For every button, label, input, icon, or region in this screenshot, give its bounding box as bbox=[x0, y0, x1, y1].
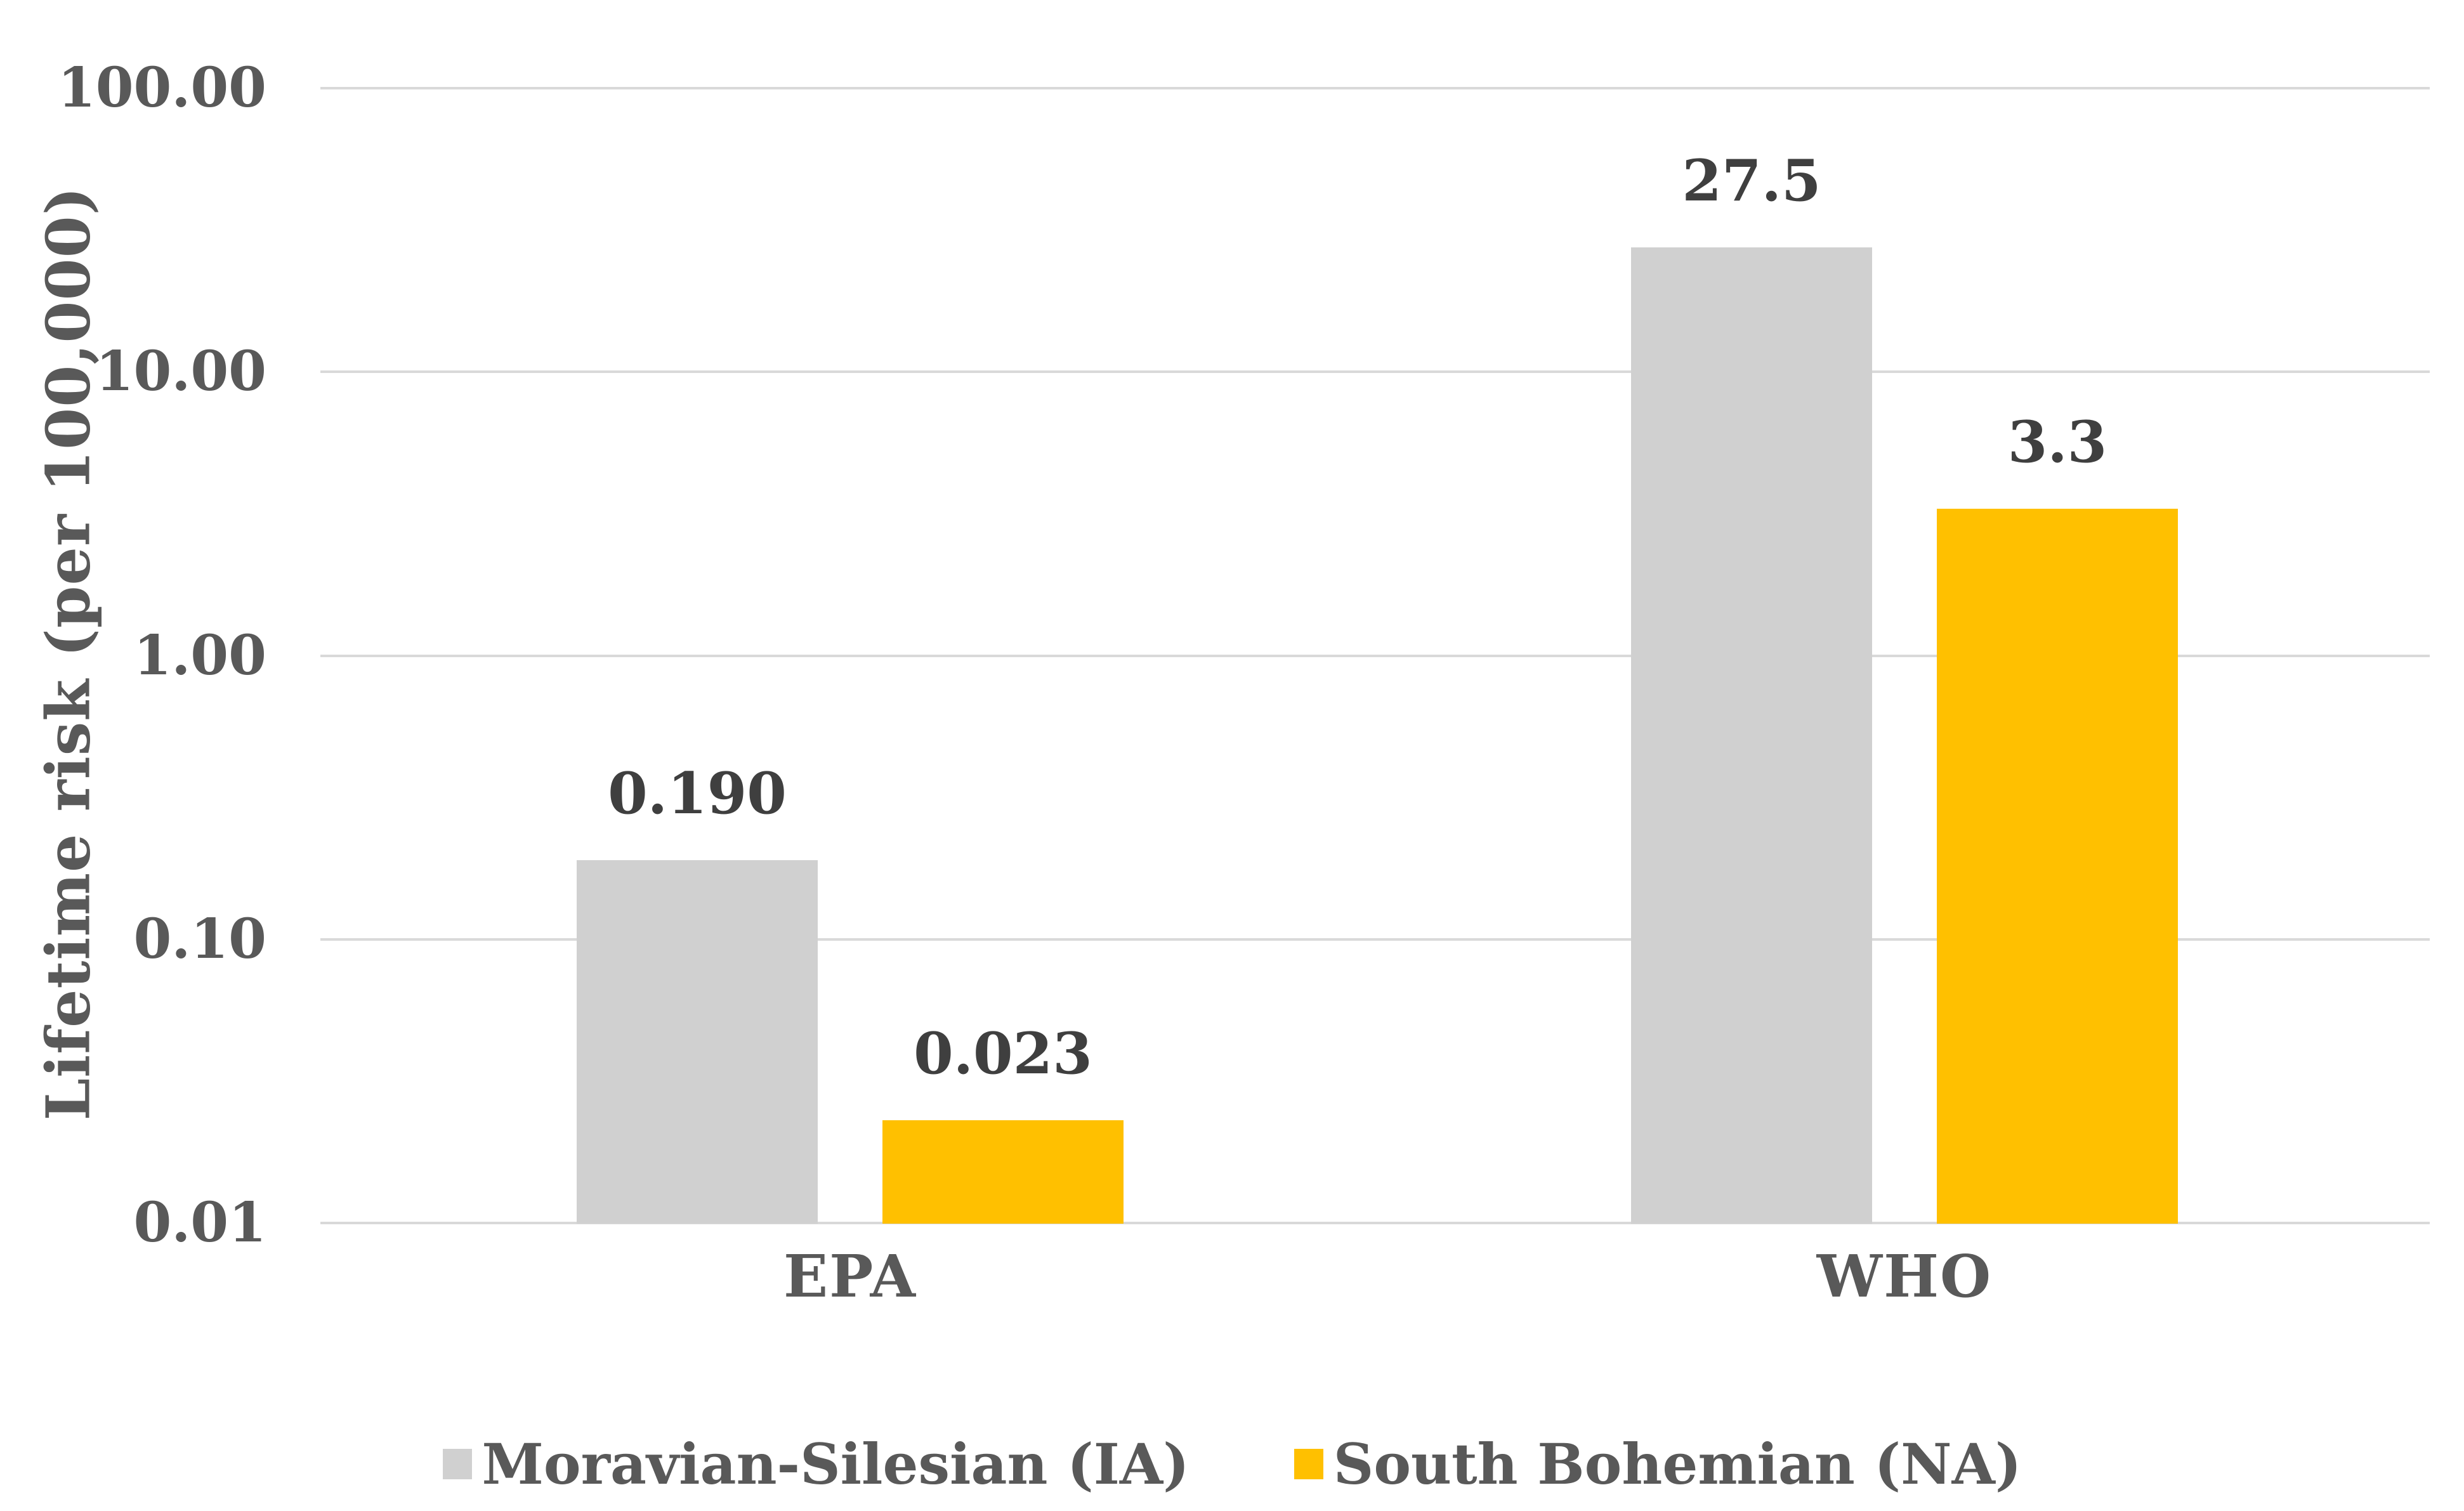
y-tick-label: 0.01 bbox=[133, 1191, 266, 1255]
x-category-label: EPA bbox=[783, 1242, 917, 1311]
legend-item-2: South Bohemian (NA) bbox=[1294, 1426, 2022, 1502]
legend-label: Moravian-Silesian (IA) bbox=[482, 1431, 1189, 1497]
bar-epa-series1 bbox=[577, 860, 818, 1224]
legend-swatch-icon bbox=[442, 1449, 472, 1479]
bar-who-series1 bbox=[1631, 247, 1872, 1224]
x-category-label: WHO bbox=[1816, 1242, 1993, 1311]
bar-value-label: 0.023 bbox=[914, 1020, 1092, 1088]
legend-swatch-icon bbox=[1294, 1449, 1323, 1479]
legend: Moravian-Silesian (IA) South Bohemian (NA… bbox=[0, 1426, 2464, 1502]
y-tick-label: 0.10 bbox=[133, 906, 266, 971]
bar-who-series2 bbox=[1937, 508, 2178, 1224]
gridline bbox=[320, 654, 2430, 657]
gridline bbox=[320, 87, 2430, 89]
bar-value-label: 3.3 bbox=[2007, 408, 2107, 476]
legend-item-1: Moravian-Silesian (IA) bbox=[442, 1426, 1189, 1502]
y-tick-label: 100.00 bbox=[57, 56, 266, 120]
gridline bbox=[320, 1222, 2430, 1224]
legend-label: South Bohemian (NA) bbox=[1333, 1431, 2022, 1497]
bar-epa-series2 bbox=[882, 1120, 1124, 1224]
bar-value-label: 0.190 bbox=[608, 760, 787, 828]
gridline bbox=[320, 370, 2430, 374]
gridline bbox=[320, 938, 2430, 941]
bar-value-label: 27.5 bbox=[1682, 147, 1821, 214]
y-tick-label: 1.00 bbox=[133, 623, 266, 688]
y-tick-label: 10.00 bbox=[95, 339, 266, 404]
